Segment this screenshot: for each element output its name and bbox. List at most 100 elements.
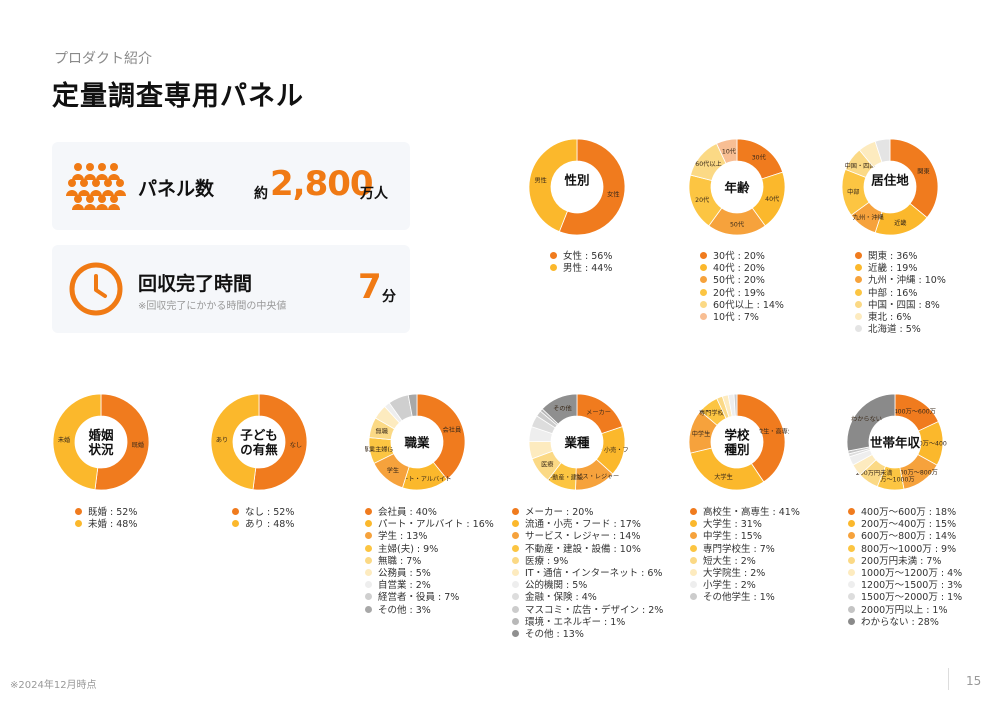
legend-text: 200万円未満 : 7% bbox=[861, 555, 942, 567]
legend-dot bbox=[512, 508, 519, 515]
legend-dot bbox=[855, 276, 862, 284]
legend-dot bbox=[700, 264, 707, 272]
legend-dot bbox=[690, 508, 697, 515]
legend-item: IT・通信・インターネット : 6% bbox=[512, 568, 663, 580]
legend-dot bbox=[848, 581, 855, 589]
legend-item: 未婚 : 48% bbox=[75, 519, 137, 531]
legend-dot bbox=[690, 532, 697, 540]
slice-label: 40代 bbox=[765, 195, 780, 203]
legend-dot bbox=[700, 288, 707, 296]
clock-icon bbox=[69, 262, 123, 316]
slice-label: 会社員 bbox=[443, 426, 462, 434]
donut-slice bbox=[541, 393, 578, 425]
slice-label: 近畿 bbox=[894, 219, 906, 227]
legend-text: サービス・レジャー : 14% bbox=[525, 531, 641, 543]
slice-label: 未婚 bbox=[58, 436, 70, 444]
gender-legend: 女性 : 56% 男性 : 44% bbox=[550, 251, 612, 275]
legend-text: 10代 : 7% bbox=[713, 312, 759, 324]
legend-text: 金融・保険 : 4% bbox=[525, 592, 597, 604]
legend-item: 200万円未満 : 7% bbox=[848, 556, 962, 568]
legend-item: 800万〜1000万 : 9% bbox=[848, 544, 962, 556]
occupation-legend: 会社員 : 40% パート・アルバイト : 16% 学生 : 13% 主婦(夫) : … bbox=[365, 507, 494, 617]
donut-slice bbox=[528, 138, 578, 233]
slice-label: その他 bbox=[553, 404, 572, 412]
legend-dot bbox=[848, 532, 855, 540]
marital-legend: 既婚 : 52% 未婚 : 48% bbox=[75, 507, 137, 531]
completion-time-note: ※回収完了にかかる時間の中央値 bbox=[138, 301, 287, 312]
donut-title: 年齢 bbox=[724, 180, 750, 195]
legend-item: 1500万〜2000万 : 1% bbox=[848, 592, 962, 604]
legend-dot bbox=[848, 605, 855, 613]
slice-label: 専業主婦(夫) bbox=[365, 445, 399, 453]
gender-donut-chart: 女性 男性 性別 bbox=[528, 138, 626, 236]
legend-dot bbox=[365, 544, 372, 552]
panel-count-value: 2,800 bbox=[270, 164, 374, 204]
donut-center bbox=[233, 416, 285, 468]
legend-text: 専門学校生 : 7% bbox=[703, 543, 775, 555]
legend-text: 2000万円以上 : 1% bbox=[861, 604, 948, 616]
legend-text: 東北 : 6% bbox=[868, 312, 912, 324]
legend-item: 医療 : 9% bbox=[512, 556, 663, 568]
legend-text: 自営業 : 2% bbox=[378, 580, 431, 592]
donut-title: 業種 bbox=[563, 435, 590, 450]
legend-item: 無職 : 7% bbox=[365, 556, 494, 568]
donut-center bbox=[711, 161, 763, 213]
legend-text: 400万〜600万 : 18% bbox=[861, 507, 957, 518]
slice-label: 20代 bbox=[695, 196, 710, 204]
slice-label: 医療 bbox=[541, 461, 553, 469]
legend-item: その他 : 13% bbox=[512, 629, 663, 641]
legend-item: 公的機関 : 5% bbox=[512, 580, 663, 592]
legend-item: 高校生・高専生 : 41% bbox=[690, 507, 800, 519]
legend-item: わからない : 28% bbox=[848, 617, 962, 629]
legend-dot bbox=[700, 252, 707, 259]
donut-center bbox=[864, 161, 916, 213]
donut-title: 性別 bbox=[563, 173, 589, 188]
legend-dot bbox=[848, 508, 855, 515]
legend-text: 未婚 : 48% bbox=[88, 519, 138, 531]
legend-dot bbox=[512, 569, 519, 577]
legend-text: 主婦(夫) : 9% bbox=[378, 543, 439, 555]
footer-divider bbox=[948, 668, 949, 690]
legend-text: 公的機関 : 5% bbox=[525, 580, 588, 592]
industry-legend: メーカー : 20% 流通・小売・フード : 17% サービス・レジャー : 14%… bbox=[512, 507, 663, 641]
donut-slice bbox=[716, 138, 738, 165]
legend-text: 20代 : 19% bbox=[713, 287, 765, 299]
legend-dot bbox=[365, 605, 372, 613]
legend-dot bbox=[690, 581, 697, 589]
donut-title: 世帯年収 bbox=[870, 435, 921, 450]
slice-label: 800万〜1000万 bbox=[868, 476, 914, 483]
donut-center bbox=[391, 416, 443, 468]
donut-slice bbox=[733, 393, 738, 417]
donut-center bbox=[869, 416, 921, 468]
donut-center bbox=[551, 416, 603, 468]
legend-dot bbox=[848, 569, 855, 577]
donut-title: 居住地 bbox=[871, 173, 909, 188]
legend-dot bbox=[550, 252, 557, 259]
legend-text: その他 : 13% bbox=[525, 629, 584, 641]
legend-dot bbox=[690, 520, 697, 528]
legend-text: 短大生 : 2% bbox=[703, 555, 756, 567]
legend-text: わからない : 28% bbox=[861, 616, 939, 628]
legend-dot bbox=[700, 313, 707, 321]
slice-label: 中国・四国 bbox=[845, 162, 876, 170]
donut-slice bbox=[94, 393, 150, 491]
legend-dot bbox=[512, 617, 519, 625]
footer-note: ※2024年12月時点 bbox=[10, 680, 97, 691]
legend-item: その他 : 3% bbox=[365, 605, 494, 617]
slice-label: 200万円未満 bbox=[856, 469, 893, 477]
legend-dot bbox=[365, 569, 372, 577]
page-title: 定量調査専用パネル bbox=[52, 81, 304, 112]
legend-text: 不動産・建設・設備 : 10% bbox=[525, 543, 641, 555]
slice-label: 30代 bbox=[752, 154, 767, 162]
legend-item: 経営者・役員 : 7% bbox=[365, 592, 494, 604]
legend-dot bbox=[365, 556, 372, 564]
legend-text: 40代 : 20% bbox=[713, 263, 765, 275]
legend-dot bbox=[75, 508, 82, 515]
legend-item: 公務員 : 5% bbox=[365, 568, 494, 580]
legend-text: 女性 : 56% bbox=[563, 251, 613, 262]
legend-dot bbox=[855, 325, 862, 333]
legend-item: 北海道 : 5% bbox=[855, 324, 946, 336]
legend-item: なし : 52% bbox=[232, 507, 294, 519]
